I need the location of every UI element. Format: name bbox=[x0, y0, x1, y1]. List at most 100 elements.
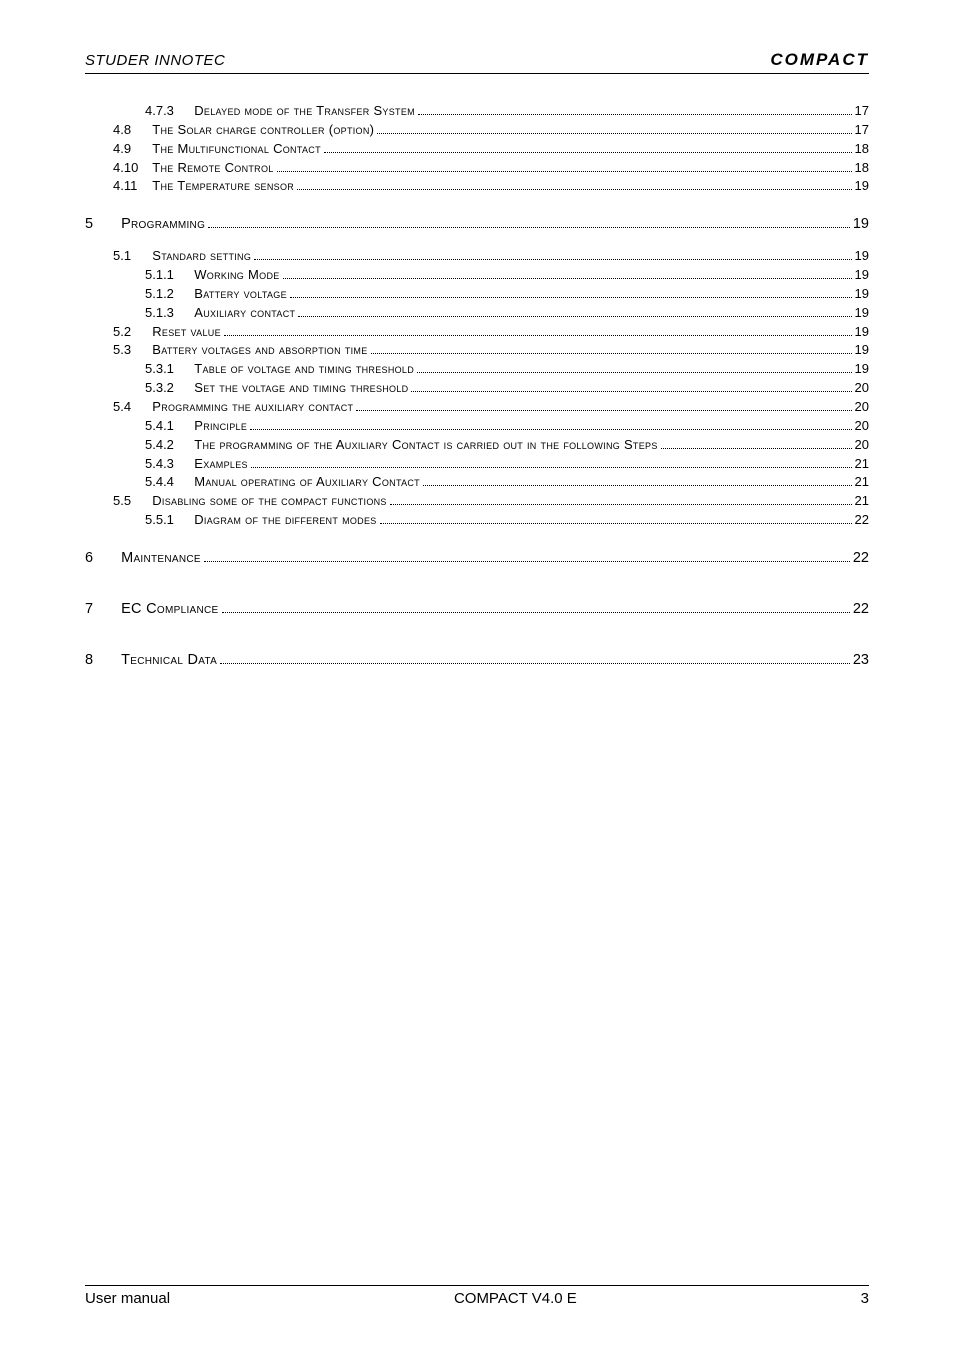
toc-leader-dots bbox=[220, 653, 850, 664]
toc-leader-dots bbox=[251, 457, 852, 467]
toc-row[interactable]: 4.8 The Solar charge controller (option)… bbox=[85, 121, 869, 140]
toc-label: 7 EC Compliance bbox=[85, 599, 219, 620]
toc-number: 4.10 bbox=[113, 159, 145, 178]
toc-row[interactable]: 5.2 Reset value 19 bbox=[85, 323, 869, 342]
toc-leader-dots bbox=[298, 307, 851, 317]
toc-row[interactable]: 5.4.2 The programming of the Auxiliary C… bbox=[85, 436, 869, 455]
toc-number: 5 bbox=[85, 214, 113, 235]
toc-title: The Multifunctional Contact bbox=[152, 141, 321, 156]
toc-row[interactable]: 4.11 The Temperature sensor19 bbox=[85, 177, 869, 196]
toc-label: 4.8 The Solar charge controller (option) bbox=[113, 121, 374, 140]
toc-leader-dots bbox=[204, 551, 850, 562]
toc-leader-dots bbox=[277, 161, 852, 171]
toc-row[interactable]: 5.5 Disabling some of the compact functi… bbox=[85, 492, 869, 511]
footer-center: COMPACT V4.0 E bbox=[454, 1290, 577, 1307]
toc-row[interactable]: 5.3 Battery voltages and absorption time… bbox=[85, 341, 869, 360]
toc-leader-dots bbox=[356, 401, 851, 411]
toc-leader-dots bbox=[208, 217, 850, 228]
toc-number: 5.1.3 bbox=[145, 304, 187, 323]
toc-label: 5.3.2 Set the voltage and timing thresho… bbox=[145, 379, 408, 398]
header-right: COMPACT bbox=[770, 50, 869, 70]
toc-number: 6 bbox=[85, 548, 113, 569]
toc-page-number: 20 bbox=[855, 417, 869, 436]
toc-number: 4.9 bbox=[113, 140, 145, 159]
toc-page-number: 21 bbox=[855, 492, 869, 511]
toc-label: 4.11 The Temperature sensor bbox=[113, 177, 294, 196]
toc-title: Table of voltage and timing threshold bbox=[194, 361, 414, 376]
toc-page-number: 17 bbox=[855, 121, 869, 140]
toc-number: 4.11 bbox=[113, 177, 145, 196]
toc-label: 5.5 Disabling some of the compact functi… bbox=[113, 492, 387, 511]
toc-page-number: 19 bbox=[855, 304, 869, 323]
toc-row[interactable]: 5.1.1 Working Mode19 bbox=[85, 266, 869, 285]
toc-label: 5.1 Standard setting bbox=[113, 247, 251, 266]
toc-leader-dots bbox=[222, 602, 850, 613]
toc-page-number: 23 bbox=[853, 650, 869, 671]
toc-leader-dots bbox=[417, 363, 852, 373]
toc-number: 5.1 bbox=[113, 247, 145, 266]
toc-page-number: 22 bbox=[853, 599, 869, 620]
toc-row[interactable]: 4.10 The Remote Control 18 bbox=[85, 159, 869, 178]
toc-number: 5.1.1 bbox=[145, 266, 187, 285]
toc-page-number: 18 bbox=[855, 159, 869, 178]
toc-row[interactable]: 4.7.3 Delayed mode of the Transfer Syste… bbox=[85, 102, 869, 121]
toc-row[interactable]: 5.4 Programming the auxiliary contact 20 bbox=[85, 398, 869, 417]
toc-label: 8 Technical Data bbox=[85, 650, 217, 671]
toc-page-number: 19 bbox=[855, 323, 869, 342]
toc-row[interactable]: 8 Technical Data 23 bbox=[85, 650, 869, 671]
toc-number: 4.8 bbox=[113, 121, 145, 140]
toc-leader-dots bbox=[380, 514, 852, 524]
toc-label: 5.4 Programming the auxiliary contact bbox=[113, 398, 353, 417]
toc-row[interactable]: 5.4.1 Principle20 bbox=[85, 417, 869, 436]
toc-page-number: 18 bbox=[855, 140, 869, 159]
toc-row[interactable]: 5.4.4 Manual operating of Auxiliary Cont… bbox=[85, 473, 869, 492]
toc-title: Working Mode bbox=[194, 267, 279, 282]
toc-title: Battery voltage bbox=[194, 286, 287, 301]
toc-leader-dots bbox=[411, 382, 851, 392]
toc-number: 5.3.1 bbox=[145, 360, 187, 379]
toc-label: 5.2 Reset value bbox=[113, 323, 221, 342]
toc-number: 8 bbox=[85, 650, 113, 671]
toc-page-number: 19 bbox=[855, 247, 869, 266]
toc-title: Principle bbox=[194, 418, 247, 433]
toc-title: The programming of the Auxiliary Contact… bbox=[194, 437, 657, 452]
toc-title: Auxiliary contact bbox=[194, 305, 295, 320]
toc-page-number: 21 bbox=[855, 455, 869, 474]
toc-leader-dots bbox=[283, 269, 852, 279]
toc-row[interactable]: 7 EC Compliance 22 bbox=[85, 599, 869, 620]
toc-label: 5.4.4 Manual operating of Auxiliary Cont… bbox=[145, 473, 420, 492]
toc-label: 5.4.2 The programming of the Auxiliary C… bbox=[145, 436, 658, 455]
toc-number: 5.4 bbox=[113, 398, 145, 417]
toc-leader-dots bbox=[423, 476, 852, 486]
toc-title: Diagram of the different modes bbox=[194, 512, 376, 527]
toc-row[interactable]: 5.1.2 Battery voltage19 bbox=[85, 285, 869, 304]
page-header: STUDER INNOTEC COMPACT bbox=[85, 50, 869, 74]
toc-row[interactable]: 5.3.2 Set the voltage and timing thresho… bbox=[85, 379, 869, 398]
toc-row[interactable]: 5.4.3 Examples21 bbox=[85, 455, 869, 474]
toc-label: 5.3.1 Table of voltage and timing thresh… bbox=[145, 360, 414, 379]
toc-row[interactable]: 5.5.1 Diagram of the different modes22 bbox=[85, 511, 869, 530]
toc-label: 4.7.3 Delayed mode of the Transfer Syste… bbox=[145, 102, 415, 121]
toc-number: 5.1.2 bbox=[145, 285, 187, 304]
toc-title: Manual operating of Auxiliary Contact bbox=[194, 474, 420, 489]
toc-row[interactable]: 4.9 The Multifunctional Contact 18 bbox=[85, 140, 869, 159]
toc-leader-dots bbox=[390, 495, 852, 505]
toc-leader-dots bbox=[297, 180, 851, 190]
toc-page-number: 19 bbox=[853, 214, 869, 235]
toc-page-number: 20 bbox=[855, 398, 869, 417]
toc-row[interactable]: 6 Maintenance22 bbox=[85, 548, 869, 569]
toc-row[interactable]: 5.1.3 Auxiliary contact 19 bbox=[85, 304, 869, 323]
toc-label: 4.9 The Multifunctional Contact bbox=[113, 140, 321, 159]
toc-title: Battery voltages and absorption time bbox=[152, 342, 367, 357]
toc-label: 5.1.1 Working Mode bbox=[145, 266, 280, 285]
toc-title: The Remote Control bbox=[152, 160, 273, 175]
toc-page-number: 21 bbox=[855, 473, 869, 492]
toc-leader-dots bbox=[377, 124, 851, 134]
toc-leader-dots bbox=[254, 250, 851, 260]
toc-row[interactable]: 5.1 Standard setting 19 bbox=[85, 247, 869, 266]
toc-number: 5.5.1 bbox=[145, 511, 187, 530]
toc-number: 5.4.3 bbox=[145, 455, 187, 474]
toc-title: Delayed mode of the Transfer System bbox=[194, 103, 415, 118]
toc-row[interactable]: 5 Programming19 bbox=[85, 214, 869, 235]
toc-row[interactable]: 5.3.1 Table of voltage and timing thresh… bbox=[85, 360, 869, 379]
